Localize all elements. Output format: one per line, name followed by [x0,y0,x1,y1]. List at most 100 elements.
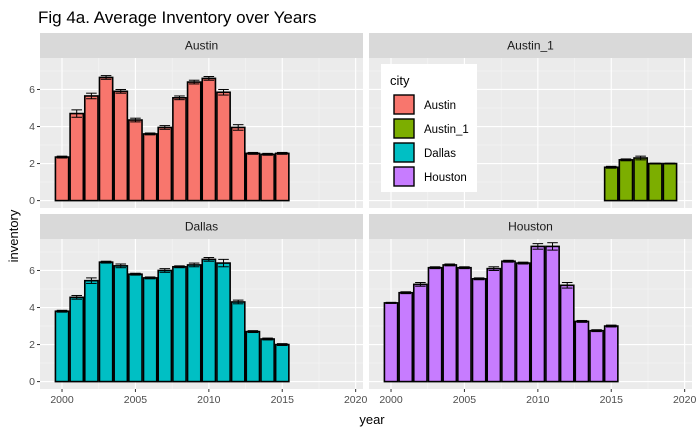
error-bar [144,132,156,136]
error-bar [218,258,229,268]
bar [633,157,649,202]
y-tick-label: 4 [29,302,35,314]
error-bar [71,109,82,118]
bar [230,301,246,383]
error-bar [188,262,200,268]
legend-item: Dallas [393,142,456,163]
facet-strip-label: Houston [508,220,553,234]
error-bar [415,282,426,287]
bar [69,296,85,383]
bar [383,302,399,383]
bar [98,76,114,202]
x-tick-label: 2005 [453,394,477,406]
y-tick-label: 4 [29,121,35,133]
legend-swatch [393,142,415,163]
bar [545,245,560,383]
bar [274,343,290,383]
error-bar [159,125,171,130]
legend-item: Austin [393,94,456,115]
error-bar [576,319,588,323]
bar [501,260,516,383]
error-bar [635,155,646,161]
y-tick-label: 0 [29,195,35,207]
x-tick-label: 2000 [379,394,403,406]
error-bar [56,155,68,159]
x-axis-title: year [359,412,385,427]
error-bars [605,155,676,169]
error-bar [218,88,229,96]
facet-strip-label: Austin [185,39,218,53]
error-bar [203,257,215,262]
error-bar [488,266,500,271]
bar [69,112,85,202]
error-bar [262,152,273,156]
bar [128,273,143,383]
bar [216,91,231,202]
y-tick-label: 2 [29,339,35,351]
bar [274,152,290,202]
error-bar [115,263,127,269]
error-bar [517,261,529,265]
legend-swatch [393,166,415,187]
bar [486,267,502,383]
facet-strip [40,33,363,58]
error-bar [159,268,171,273]
bar [142,133,158,202]
facet-panel-houston: Houston [369,214,692,389]
y-tick-label: 2 [29,158,35,170]
error-bar [605,324,617,328]
facet-panels: Austin Austin_1 Dallas Houston [40,33,692,389]
error-bar [429,266,441,270]
bar [603,325,619,383]
bar [201,77,217,202]
bars [54,258,290,383]
chart-title: Fig 4a. Average Inventory over Years [38,8,316,27]
error-bar [203,76,215,81]
x-tick-label: 2005 [124,394,148,406]
error-bar [86,92,97,100]
bar [83,95,99,202]
facet-strip [369,214,692,239]
x-tick-label: 2020 [673,394,697,406]
bar [157,269,173,383]
error-bar [262,337,273,341]
bar [113,90,129,202]
legend-item: Houston [393,166,467,187]
legend-swatch [393,118,415,139]
error-bar [276,343,288,346]
error-bars [56,257,288,346]
bar [245,152,261,202]
error-bar [232,299,244,305]
bar [260,153,275,202]
bar [186,264,202,383]
bar [172,265,187,383]
bar [559,284,575,383]
y-axis-title: inventory [6,209,21,262]
bar [618,159,634,202]
bar [113,265,129,383]
error-bar [503,259,514,263]
bars [54,76,290,202]
error-bar [232,124,244,131]
facet-panel-dallas: Dallas [40,214,363,389]
bar [515,262,531,383]
bar [230,126,246,202]
error-bar [100,260,112,264]
error-bars [56,75,288,159]
error-bar [473,277,485,281]
bar [98,261,114,383]
error-bar [174,95,185,101]
bar [589,329,604,383]
error-bar [276,151,288,155]
error-bar [561,282,573,289]
bar [647,162,663,202]
error-bar [650,162,661,165]
bar [398,291,414,383]
x-tick-label: 2020 [344,394,368,406]
bar [603,166,619,202]
bar [260,338,275,383]
error-bar [620,158,632,162]
error-bar [130,272,141,276]
error-bar [144,276,156,280]
